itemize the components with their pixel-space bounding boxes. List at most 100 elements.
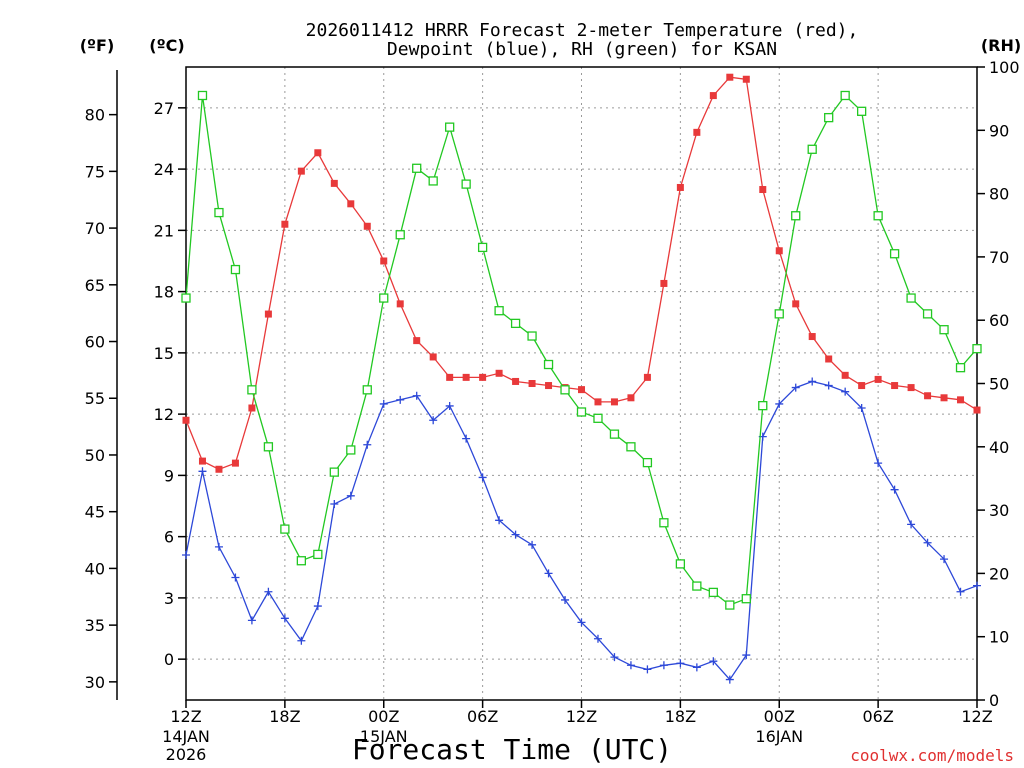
- chart-title-line2: Dewpoint (blue), RH (green) for KSAN: [387, 39, 777, 60]
- rh-point: [791, 211, 801, 221]
- fahrenheit-tick-label: 45: [85, 503, 105, 522]
- dewpoint-point: [544, 569, 553, 578]
- dewpoint-point: [593, 634, 602, 643]
- fahrenheit-tick-label: 55: [85, 389, 105, 408]
- temperature-point: [462, 373, 470, 381]
- x-tick-label: 00Z: [764, 707, 795, 726]
- dewpoint-point: [923, 538, 932, 547]
- rh-tick-label: 20: [989, 564, 1009, 583]
- data-series: [181, 73, 982, 684]
- rh-point: [197, 90, 208, 101]
- rh-point: [642, 457, 653, 468]
- rh-tick-label: 50: [989, 375, 1009, 394]
- temperature-point: [594, 398, 602, 406]
- x-tick-label: 18Z: [665, 707, 696, 726]
- celsius-tick-label: 3: [164, 589, 174, 608]
- rh-tick-label: 30: [989, 501, 1009, 520]
- dewpoint-point: [297, 636, 306, 645]
- rh-point: [543, 359, 554, 370]
- rh-point: [214, 207, 224, 218]
- celsius-tick-label: 15: [154, 344, 174, 363]
- temperature-point: [709, 92, 717, 100]
- temperature-point: [281, 220, 289, 228]
- temperature-point: [693, 128, 701, 136]
- rh-point: [906, 293, 916, 303]
- rh-point: [263, 442, 274, 452]
- temperature-point: [363, 222, 371, 230]
- temperature-point: [742, 75, 750, 83]
- x-date-label: 14JAN: [162, 727, 210, 746]
- x-tick-label: 12Z: [961, 707, 992, 726]
- dewpoint-point: [396, 395, 405, 404]
- dewpoint-point: [742, 651, 751, 660]
- temperature-point: [726, 73, 734, 81]
- temperature-point: [610, 398, 618, 406]
- dewpoint-point: [643, 665, 652, 674]
- dewpoint-point: [824, 381, 833, 390]
- dewpoint-point: [791, 383, 800, 392]
- celsius-tick-label: 0: [164, 650, 174, 669]
- fahrenheit-tick-label: 70: [85, 219, 105, 238]
- temperature-point: [841, 371, 849, 379]
- temperature-series: [182, 73, 981, 473]
- dewpoint-point: [709, 657, 718, 666]
- temperature-point: [660, 279, 668, 287]
- dewpoint-point: [659, 661, 668, 670]
- temperature-point: [808, 333, 816, 341]
- temperature-point: [248, 404, 256, 412]
- rh-point: [824, 112, 834, 123]
- dewpoint-point: [676, 659, 685, 668]
- fahrenheit-tick-label: 35: [85, 616, 105, 635]
- rh-point: [477, 242, 488, 253]
- temperature-point: [545, 382, 553, 390]
- temperature-point: [973, 406, 981, 414]
- rh-point: [939, 325, 949, 335]
- dewpoint-point: [874, 459, 883, 468]
- rh-point: [741, 594, 751, 604]
- rh-point: [889, 249, 900, 259]
- dewpoint-point: [445, 401, 454, 410]
- rh-point: [873, 211, 883, 221]
- temperature-point: [643, 373, 651, 381]
- chart-title-line1: 2026011412 HRRR Forecast 2-meter Tempera…: [306, 20, 859, 41]
- celsius-tick-label: 6: [164, 528, 174, 547]
- rh-point: [230, 264, 241, 275]
- fahrenheit-tick-label: 80: [85, 106, 105, 125]
- dewpoint-point: [478, 473, 487, 482]
- celsius-tick-label: 27: [154, 99, 174, 118]
- rh-point: [280, 524, 290, 534]
- temperature-point: [759, 186, 767, 194]
- dewpoint-point: [956, 587, 965, 596]
- x-tick-label: 00Z: [368, 707, 399, 726]
- temperature-point: [924, 392, 932, 400]
- rh-point: [395, 230, 405, 240]
- temperature-point: [627, 394, 635, 402]
- x-tick-label: 12Z: [170, 707, 201, 726]
- dewpoint-point: [182, 551, 190, 560]
- x-date-label: 15JAN: [360, 727, 408, 746]
- dewpoint-point: [264, 587, 273, 596]
- rh-point: [346, 445, 356, 455]
- dewpoint-point: [973, 581, 981, 590]
- rh-point: [856, 106, 867, 116]
- temperature-point: [957, 396, 965, 404]
- rh-point: [379, 293, 389, 303]
- rh-point: [576, 407, 587, 417]
- dewpoint-point: [561, 595, 570, 604]
- temperature-point: [578, 386, 585, 394]
- x-tick-label: 06Z: [862, 707, 893, 726]
- dewpoint-point: [412, 391, 421, 400]
- rh-point: [461, 179, 471, 189]
- fahrenheit-tick-label: 60: [85, 333, 105, 352]
- x-date-label: 16JAN: [755, 727, 803, 746]
- rh-tick-label: 10: [989, 628, 1009, 647]
- rh-point: [955, 363, 966, 373]
- temperature-point: [182, 416, 190, 424]
- dewpoint-point: [577, 618, 586, 627]
- temperature-point: [940, 394, 948, 402]
- temperature-point: [825, 355, 833, 363]
- rh-point: [296, 556, 307, 566]
- x-axis-title: Forecast Time (UTC): [352, 733, 672, 766]
- temperature-point: [775, 247, 783, 255]
- temperature-point: [792, 300, 800, 308]
